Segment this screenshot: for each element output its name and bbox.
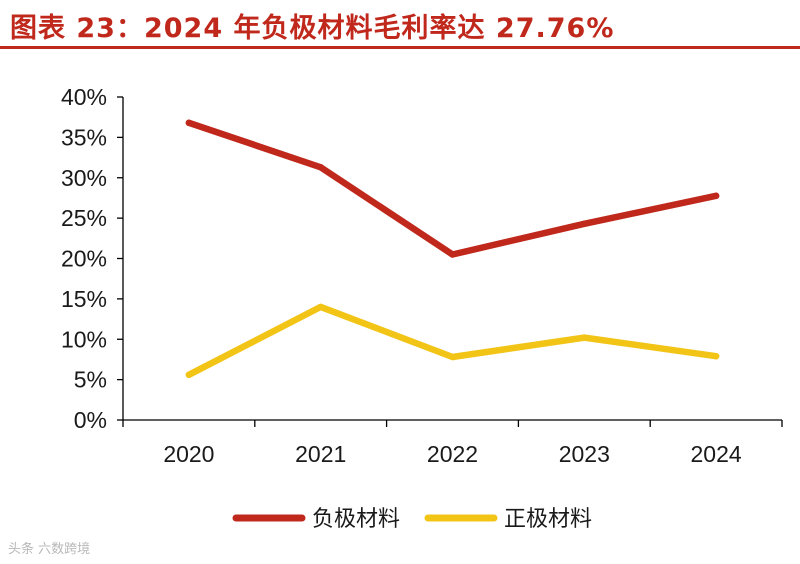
data-point	[449, 251, 456, 258]
legend: 负极材料 正极材料	[232, 507, 592, 532]
y-tick-label: 10%	[61, 326, 107, 352]
y-tick-label: 0%	[74, 407, 107, 433]
y-tick-label: 25%	[61, 205, 107, 231]
y-axis-tick-labels: 0% 5% 10% 15% 20% 25% 30% 35% 40%	[61, 84, 107, 433]
chart-title: 图表 23：2024 年负极材料毛利率达 27.76%	[10, 13, 615, 44]
x-tick-label: 2021	[295, 441, 346, 467]
data-point	[712, 353, 720, 360]
data-point	[185, 119, 193, 127]
data-point	[449, 353, 456, 361]
data-point	[185, 371, 193, 378]
data-point	[317, 164, 324, 171]
x-tick-label: 2022	[427, 441, 478, 467]
data-point	[712, 192, 720, 200]
x-tick-label: 2023	[559, 441, 610, 467]
y-tick-label: 40%	[61, 84, 107, 110]
title-underline	[0, 46, 800, 49]
x-tick-label: 2024	[691, 441, 742, 467]
x-tick-label: 2020	[163, 441, 214, 467]
y-tick-label: 15%	[61, 286, 107, 312]
data-point	[317, 303, 324, 311]
y-tick-label: 35%	[61, 124, 107, 150]
data-point	[581, 220, 588, 227]
y-tick-label: 5%	[74, 367, 107, 393]
series-line-1	[185, 303, 720, 379]
y-tick-label: 30%	[61, 165, 107, 191]
legend-label: 负极材料	[312, 507, 400, 532]
series-lines	[185, 119, 720, 379]
watermark: 头条 六数跨境	[8, 542, 91, 557]
y-tick-label: 20%	[61, 246, 107, 272]
series-line-0	[185, 119, 720, 258]
data-point	[581, 334, 588, 341]
x-axis-tick-labels: 2020 2021 2022 2023 2024	[163, 441, 742, 467]
legend-label: 正极材料	[504, 507, 592, 532]
chart-axes	[117, 96, 783, 427]
